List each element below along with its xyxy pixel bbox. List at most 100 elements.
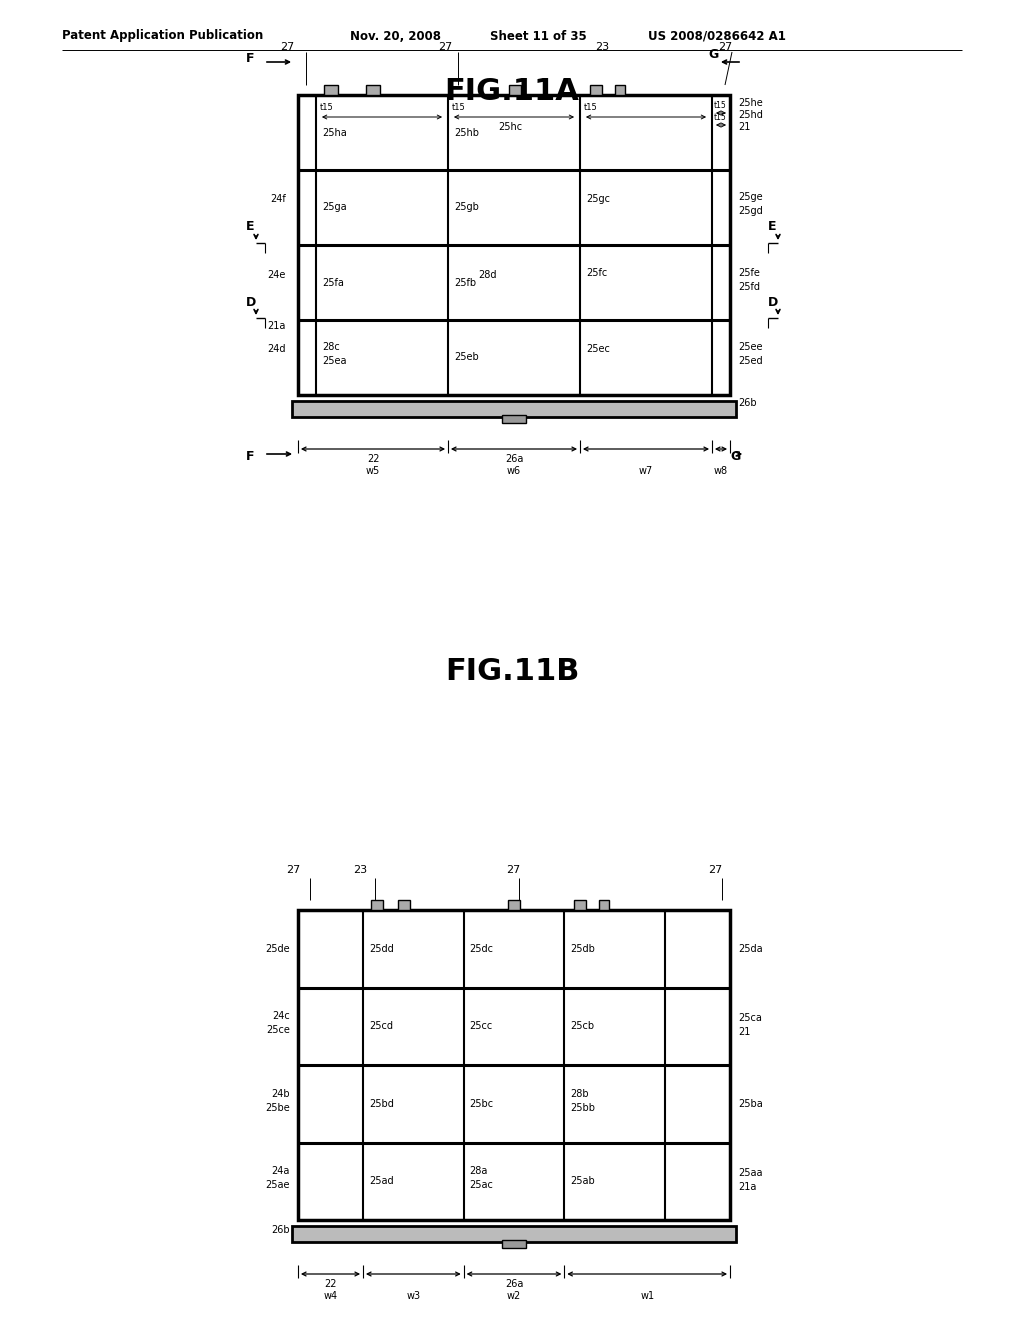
Bar xyxy=(574,900,587,909)
Text: G: G xyxy=(730,450,740,463)
Text: 25ca: 25ca xyxy=(738,1014,762,1023)
Bar xyxy=(502,414,526,422)
Text: E: E xyxy=(768,220,776,234)
Text: US 2008/0286642 A1: US 2008/0286642 A1 xyxy=(648,29,785,42)
Text: D: D xyxy=(246,296,256,309)
Text: 27: 27 xyxy=(286,865,300,875)
Text: 25hb: 25hb xyxy=(454,128,479,137)
Bar xyxy=(508,900,520,909)
Text: 25gd: 25gd xyxy=(738,206,763,216)
Text: 25fe: 25fe xyxy=(738,268,760,277)
Bar xyxy=(366,84,380,95)
Text: 27: 27 xyxy=(438,42,453,51)
Text: 25fa: 25fa xyxy=(322,277,344,288)
Text: 25cd: 25cd xyxy=(369,1022,393,1031)
Text: 25bb: 25bb xyxy=(570,1102,595,1113)
Text: 25bc: 25bc xyxy=(470,1098,494,1109)
Text: 24f: 24f xyxy=(270,194,286,205)
Text: E: E xyxy=(246,220,255,234)
Text: 25dc: 25dc xyxy=(470,944,494,954)
Text: 26b: 26b xyxy=(271,1225,290,1236)
Bar xyxy=(615,84,625,95)
Text: 28b: 28b xyxy=(570,1089,589,1098)
Text: t15: t15 xyxy=(584,103,598,112)
Text: 25aa: 25aa xyxy=(738,1168,763,1179)
Text: w3: w3 xyxy=(407,1291,421,1302)
Bar xyxy=(298,95,730,395)
Text: 25db: 25db xyxy=(570,944,595,954)
Text: 25hc: 25hc xyxy=(498,123,522,132)
Text: FIG.11A: FIG.11A xyxy=(444,78,580,107)
Text: 26a: 26a xyxy=(505,1279,523,1290)
Text: 25fd: 25fd xyxy=(738,281,760,292)
Text: 24e: 24e xyxy=(267,269,286,280)
Text: 28d: 28d xyxy=(478,269,497,280)
Text: 26a: 26a xyxy=(505,454,523,465)
Text: 28a: 28a xyxy=(470,1167,488,1176)
Text: 25ac: 25ac xyxy=(470,1180,494,1191)
Text: 25ba: 25ba xyxy=(738,1098,763,1109)
Text: 26b: 26b xyxy=(738,399,757,408)
Text: Nov. 20, 2008: Nov. 20, 2008 xyxy=(350,29,441,42)
Bar xyxy=(292,1226,736,1242)
Text: 25gb: 25gb xyxy=(454,202,479,213)
Text: 27: 27 xyxy=(506,865,520,875)
Text: t15: t15 xyxy=(452,103,466,112)
Text: 24c: 24c xyxy=(272,1011,290,1022)
Text: 25bd: 25bd xyxy=(369,1098,394,1109)
Text: 28c: 28c xyxy=(322,342,340,352)
Text: Sheet 11 of 35: Sheet 11 of 35 xyxy=(490,29,587,42)
Text: 25ec: 25ec xyxy=(586,345,610,355)
Text: t15: t15 xyxy=(714,112,727,121)
Text: 25ce: 25ce xyxy=(266,1026,290,1035)
Text: FIG.11B: FIG.11B xyxy=(444,657,580,686)
Text: w4: w4 xyxy=(324,1291,338,1302)
Bar xyxy=(371,900,383,909)
Text: 25ae: 25ae xyxy=(265,1180,290,1191)
Text: 25ge: 25ge xyxy=(738,193,763,202)
Text: D: D xyxy=(768,296,778,309)
Text: 22: 22 xyxy=(367,454,379,465)
Text: w7: w7 xyxy=(639,466,653,477)
Text: 22: 22 xyxy=(325,1279,337,1290)
Text: 24b: 24b xyxy=(271,1089,290,1098)
Text: 25gc: 25gc xyxy=(586,194,610,205)
Text: 25ha: 25ha xyxy=(322,128,347,137)
Bar xyxy=(298,909,730,1220)
Text: 25ee: 25ee xyxy=(738,342,763,352)
Text: F: F xyxy=(246,53,255,66)
Text: 25hd: 25hd xyxy=(738,110,763,120)
Text: 21a: 21a xyxy=(267,321,286,331)
Text: G: G xyxy=(708,49,718,62)
Text: 25de: 25de xyxy=(265,944,290,954)
Text: 25eb: 25eb xyxy=(454,352,479,363)
Text: t15: t15 xyxy=(319,103,334,112)
Text: 24a: 24a xyxy=(271,1167,290,1176)
Text: 24d: 24d xyxy=(267,345,286,355)
Bar xyxy=(590,84,602,95)
Text: 25dd: 25dd xyxy=(369,944,394,954)
Bar xyxy=(292,401,736,417)
Text: 21: 21 xyxy=(738,1027,751,1038)
Text: w6: w6 xyxy=(507,466,521,477)
Text: 25ga: 25ga xyxy=(322,202,347,213)
Text: 25he: 25he xyxy=(738,98,763,108)
Text: 25be: 25be xyxy=(265,1102,290,1113)
Text: Patent Application Publication: Patent Application Publication xyxy=(62,29,263,42)
Text: 25fc: 25fc xyxy=(586,268,607,277)
Text: 27: 27 xyxy=(708,865,722,875)
Text: 25ea: 25ea xyxy=(322,356,346,367)
Text: 25ab: 25ab xyxy=(570,1176,595,1187)
Bar xyxy=(398,900,410,909)
Text: 27: 27 xyxy=(280,42,294,51)
Text: 21a: 21a xyxy=(738,1183,757,1192)
Text: w1: w1 xyxy=(640,1291,654,1302)
Text: 25fb: 25fb xyxy=(454,277,476,288)
Text: 23: 23 xyxy=(353,865,368,875)
Text: 23: 23 xyxy=(595,42,609,51)
Text: 25cc: 25cc xyxy=(470,1022,493,1031)
Text: w5: w5 xyxy=(366,466,380,477)
Bar xyxy=(599,900,609,909)
Text: 27: 27 xyxy=(718,42,732,51)
Text: t15: t15 xyxy=(714,100,727,110)
